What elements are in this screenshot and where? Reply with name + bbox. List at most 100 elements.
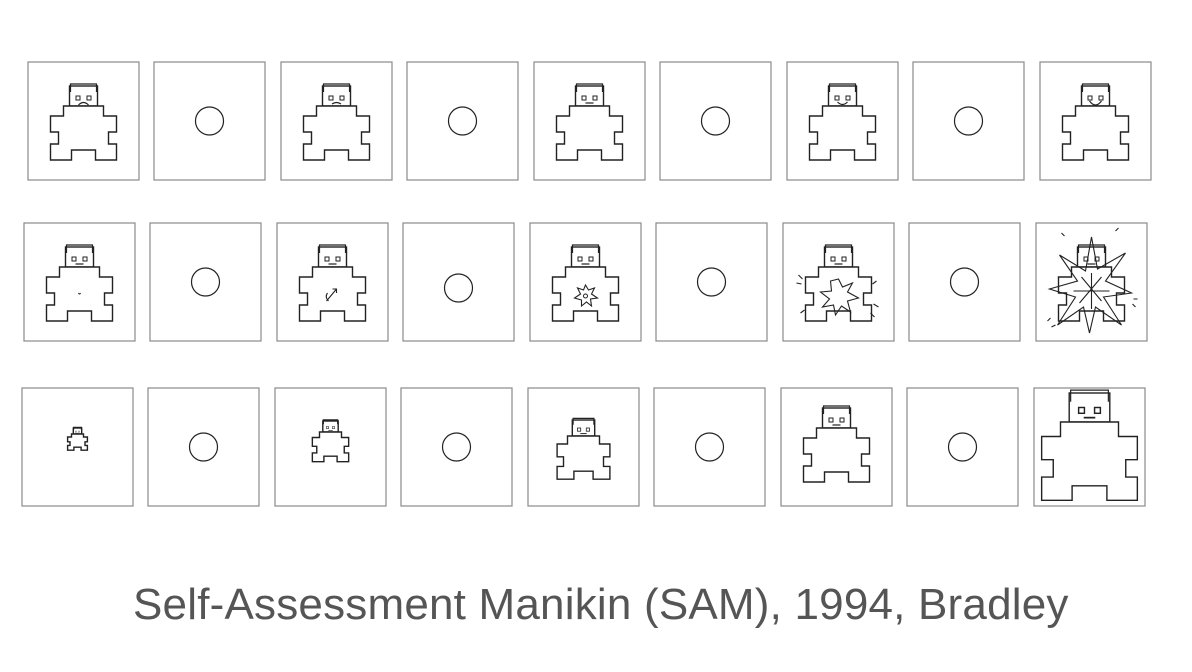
manikin-eye bbox=[1087, 95, 1093, 101]
manikin-hair bbox=[322, 83, 351, 92]
manikin-eye bbox=[75, 430, 77, 433]
circle-icon[interactable] bbox=[190, 267, 221, 297]
manikin-figure bbox=[45, 244, 114, 322]
manikin-mouth bbox=[78, 101, 89, 106]
manikin-figure bbox=[802, 405, 871, 483]
manikin-body bbox=[802, 427, 871, 483]
scale-row-valence bbox=[27, 61, 1152, 181]
scale-box[interactable] bbox=[906, 387, 1019, 507]
arousal-mark bbox=[78, 292, 81, 295]
manikin-body bbox=[1040, 421, 1139, 502]
arousal-mark bbox=[325, 288, 338, 302]
arousal-mark bbox=[573, 283, 600, 308]
manikin-hair bbox=[828, 83, 857, 92]
manikin-figure bbox=[1047, 227, 1138, 334]
manikin-hair bbox=[824, 244, 853, 253]
rating-option-circle[interactable] bbox=[908, 222, 1021, 342]
rating-option-circle[interactable] bbox=[912, 61, 1025, 181]
manikin-eye bbox=[841, 256, 847, 262]
manikin-eye bbox=[82, 256, 88, 262]
manikin-hair bbox=[575, 83, 604, 92]
manikin-figure bbox=[302, 83, 371, 161]
circle-icon[interactable] bbox=[947, 432, 978, 462]
manikin-figure bbox=[1040, 389, 1139, 502]
manikin-eye bbox=[1094, 256, 1100, 262]
manikin-eye bbox=[339, 95, 345, 101]
scale-box[interactable] bbox=[908, 222, 1021, 342]
manikin-eye bbox=[75, 95, 81, 101]
scale-box[interactable] bbox=[402, 222, 515, 342]
circle-icon[interactable] bbox=[441, 432, 472, 462]
manikin-body bbox=[302, 105, 371, 161]
manikin-eye bbox=[328, 95, 334, 101]
manikin-body bbox=[556, 435, 611, 480]
manikin-figure bbox=[796, 244, 879, 322]
manikin-eye bbox=[1077, 406, 1086, 415]
rating-option-circle[interactable] bbox=[400, 387, 513, 507]
rating-option-circle[interactable] bbox=[147, 387, 260, 507]
manikin-head bbox=[827, 85, 858, 107]
rating-option-circle[interactable] bbox=[653, 387, 766, 507]
circle-icon[interactable] bbox=[188, 432, 219, 462]
manikin-eye bbox=[326, 426, 329, 429]
manikin-eye bbox=[834, 95, 840, 101]
manikin-eye bbox=[828, 417, 834, 423]
scale-box[interactable] bbox=[406, 61, 519, 181]
manikin-mouth bbox=[1089, 100, 1102, 106]
manikin-eye bbox=[1098, 95, 1104, 101]
manikin-hair bbox=[822, 405, 851, 414]
manikin-eye bbox=[324, 256, 330, 262]
manikin-eye bbox=[86, 95, 92, 101]
rating-option-circle[interactable] bbox=[906, 387, 1019, 507]
manikin-hair bbox=[318, 244, 347, 253]
rating-option-circle[interactable] bbox=[659, 61, 772, 181]
rating-option-circle[interactable] bbox=[149, 222, 262, 342]
sam-scales-figure bbox=[21, 61, 1152, 507]
manikin-eye bbox=[585, 427, 590, 432]
manikin-body bbox=[66, 433, 89, 451]
circle-icon[interactable] bbox=[694, 432, 725, 462]
scale-box[interactable] bbox=[912, 61, 1025, 181]
circle-icon[interactable] bbox=[700, 106, 731, 136]
rating-option-circle[interactable] bbox=[655, 222, 768, 342]
rating-option-circle[interactable] bbox=[402, 222, 515, 342]
manikin-mouth bbox=[331, 101, 342, 105]
scale-box[interactable] bbox=[659, 61, 772, 181]
rating-option-circle[interactable] bbox=[406, 61, 519, 181]
manikin-body bbox=[1061, 105, 1130, 161]
manikin-hair bbox=[572, 417, 595, 425]
scale-box[interactable] bbox=[400, 387, 513, 507]
scale-box[interactable] bbox=[149, 222, 262, 342]
circle-icon[interactable] bbox=[696, 267, 727, 297]
manikin-hair bbox=[571, 244, 600, 253]
manikin-eye bbox=[588, 256, 594, 262]
rating-option-circle[interactable] bbox=[153, 61, 266, 181]
manikin-body bbox=[311, 431, 350, 463]
manikin-eye bbox=[332, 426, 335, 429]
scale-box[interactable] bbox=[653, 387, 766, 507]
manikin-figure bbox=[808, 83, 877, 161]
manikin-mouth bbox=[837, 101, 848, 106]
manikin-figure bbox=[49, 83, 118, 161]
circle-icon[interactable] bbox=[953, 106, 984, 136]
manikin-hair bbox=[69, 83, 98, 92]
scale-box[interactable] bbox=[655, 222, 768, 342]
circle-icon[interactable] bbox=[447, 106, 478, 136]
manikin-figure bbox=[298, 244, 367, 322]
manikin-figure bbox=[1061, 83, 1130, 161]
manikin-head bbox=[1080, 85, 1111, 107]
scale-box[interactable] bbox=[147, 387, 260, 507]
manikin-hair bbox=[1070, 389, 1109, 402]
scale-row-arousal bbox=[23, 222, 1148, 342]
manikin-eye bbox=[581, 95, 587, 101]
circle-icon[interactable] bbox=[949, 267, 980, 297]
manikin-hair bbox=[72, 426, 83, 430]
manikin-eye bbox=[839, 417, 845, 423]
scale-box[interactable] bbox=[153, 61, 266, 181]
manikin-eye bbox=[577, 427, 582, 432]
circle-icon[interactable] bbox=[194, 106, 225, 136]
manikin-eye bbox=[830, 256, 836, 262]
figure-caption: Self-Assessment Manikin (SAM), 1994, Bra… bbox=[133, 580, 1069, 629]
manikin-eye bbox=[1093, 406, 1102, 415]
circle-icon[interactable] bbox=[443, 273, 474, 303]
